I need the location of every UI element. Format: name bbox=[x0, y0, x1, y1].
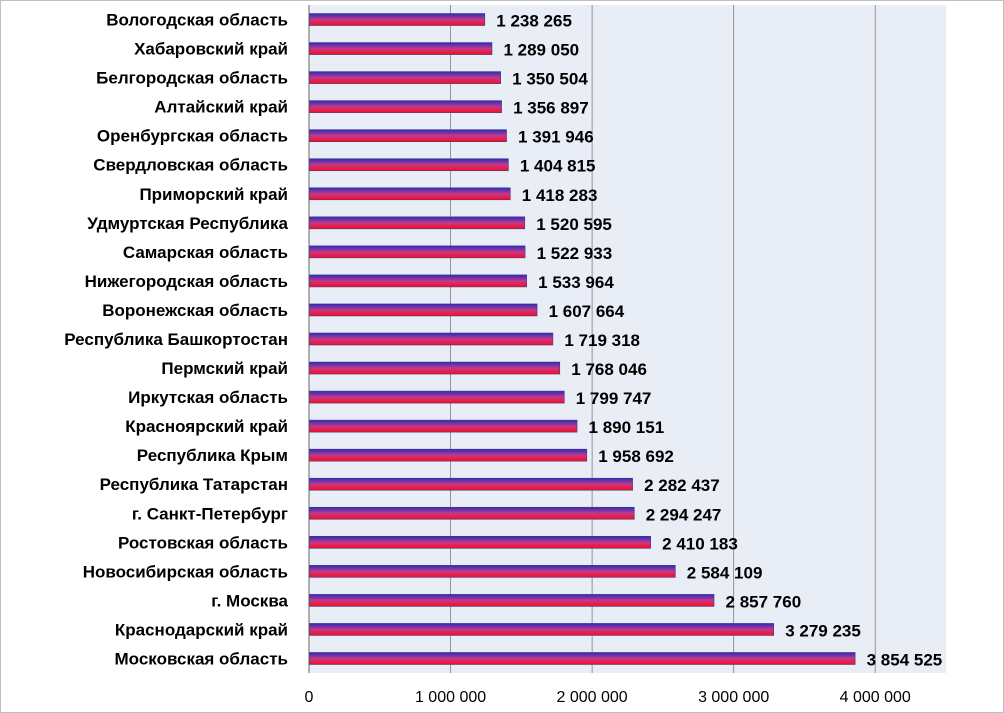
value-label: 2 584 109 bbox=[687, 563, 763, 582]
bar bbox=[309, 274, 527, 288]
category-label: Ростовская область bbox=[118, 533, 288, 552]
category-label: г. Санкт-Петербург bbox=[132, 504, 288, 523]
value-label: 1 350 504 bbox=[512, 70, 588, 89]
category-label: г. Москва bbox=[211, 591, 288, 610]
value-label: 1 768 046 bbox=[571, 360, 647, 379]
x-tick-label: 1 000 000 bbox=[415, 689, 486, 706]
category-labels: Вологодская область Хабаровский край Белго… bbox=[64, 11, 288, 669]
value-labels: 1 238 265 1 289 050 1 350 504 1 356 897 1 39… bbox=[496, 12, 942, 670]
category-label: Оренбургская область bbox=[97, 127, 288, 146]
category-label: Белгородская область bbox=[96, 69, 288, 88]
bar bbox=[309, 129, 507, 142]
bar bbox=[309, 216, 526, 230]
bar bbox=[309, 245, 526, 259]
bar bbox=[309, 448, 588, 462]
value-label: 2 857 760 bbox=[726, 592, 802, 611]
bar bbox=[309, 623, 774, 636]
value-label: 1 799 747 bbox=[576, 389, 652, 408]
bar bbox=[309, 332, 554, 346]
bar bbox=[309, 506, 635, 520]
value-label: 2 282 437 bbox=[644, 476, 720, 495]
bar bbox=[309, 100, 502, 113]
value-label: 2 294 247 bbox=[646, 505, 722, 524]
bar bbox=[309, 390, 565, 404]
value-label: 1 238 265 bbox=[496, 12, 572, 31]
category-label: Красноярский край bbox=[125, 417, 288, 436]
bar bbox=[309, 42, 493, 55]
value-label: 1 522 933 bbox=[537, 244, 613, 263]
value-label: 1 607 664 bbox=[549, 302, 625, 321]
category-label: Свердловская область bbox=[93, 156, 288, 175]
value-label: 3 279 235 bbox=[785, 621, 861, 640]
category-label: Республика Крым bbox=[137, 446, 288, 465]
category-label: Вологодская область bbox=[106, 11, 288, 30]
x-tick-label: 4 000 000 bbox=[840, 689, 911, 706]
bar bbox=[309, 303, 538, 317]
bar bbox=[309, 71, 501, 84]
x-axis-ticks: 0 1 000 000 2 000 000 3 000 000 4 000 000 bbox=[305, 689, 911, 706]
category-label: Новосибирская область bbox=[83, 562, 288, 581]
category-label: Московская область bbox=[115, 649, 288, 668]
value-label: 1 890 151 bbox=[589, 418, 665, 437]
bar bbox=[309, 536, 651, 549]
bar bbox=[309, 419, 578, 433]
value-label: 1 533 964 bbox=[538, 273, 614, 292]
category-label: Пермский край bbox=[161, 359, 288, 378]
category-label: Воронежская область bbox=[102, 301, 288, 320]
bar bbox=[309, 652, 856, 665]
bar bbox=[309, 361, 561, 375]
x-tick-label: 2 000 000 bbox=[557, 689, 628, 706]
bar bbox=[309, 187, 511, 201]
category-label: Нижегородская область bbox=[85, 272, 288, 291]
category-label: Алтайский край bbox=[154, 98, 288, 117]
category-label: Удмуртская Республика bbox=[87, 214, 288, 233]
category-label: Краснодарский край bbox=[115, 620, 288, 639]
bar bbox=[309, 594, 715, 607]
category-label: Республика Башкортостан bbox=[64, 330, 288, 349]
value-label: 1 356 897 bbox=[513, 99, 589, 118]
bars bbox=[309, 13, 856, 665]
value-label: 1 418 283 bbox=[522, 186, 598, 205]
bar bbox=[309, 565, 676, 578]
value-label: 3 854 525 bbox=[867, 650, 943, 669]
bar bbox=[309, 13, 486, 26]
value-label: 1 958 692 bbox=[598, 447, 674, 466]
value-label: 1 391 946 bbox=[518, 128, 594, 147]
x-tick-label: 3 000 000 bbox=[698, 689, 769, 706]
value-label: 1 719 318 bbox=[564, 331, 640, 350]
bar bbox=[309, 158, 509, 172]
value-label: 2 410 183 bbox=[662, 534, 738, 553]
category-label: Самарская область bbox=[123, 243, 288, 262]
x-tick-label: 0 bbox=[305, 689, 314, 706]
value-label: 1 520 595 bbox=[536, 215, 612, 234]
category-label: Республика Татарстан bbox=[100, 475, 288, 494]
value-label: 1 289 050 bbox=[503, 41, 579, 60]
value-label: 1 404 815 bbox=[520, 157, 596, 176]
category-label: Приморский край bbox=[139, 185, 288, 204]
category-label: Хабаровский край bbox=[134, 40, 288, 59]
category-label: Иркутская область bbox=[128, 388, 288, 407]
bar bbox=[309, 477, 633, 491]
